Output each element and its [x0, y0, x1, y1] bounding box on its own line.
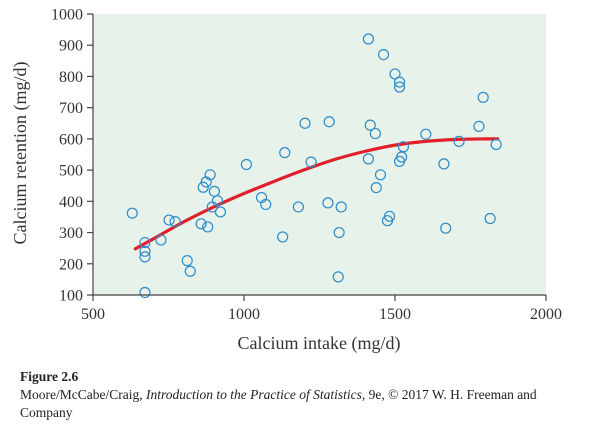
credit-title: Introduction to the Practice of Statisti… [145, 387, 362, 402]
data-point [305, 156, 317, 168]
x-axis-title: Calcium intake (mg/d) [238, 333, 401, 354]
data-point [139, 251, 151, 263]
data-point [477, 91, 489, 103]
data-point [211, 195, 224, 207]
data-point [393, 81, 406, 93]
data-point [374, 169, 387, 181]
y-tick-label: 600 [59, 131, 83, 148]
y-tick-label: 500 [59, 163, 83, 180]
data-point [438, 158, 450, 170]
figure-label: Figure 2.6 [20, 369, 79, 384]
data-point [440, 222, 452, 234]
data-point [139, 236, 151, 249]
data-point [322, 197, 334, 209]
data-point [202, 221, 214, 233]
x-tick-label: 2000 [530, 306, 562, 323]
x-tick-label: 500 [81, 306, 105, 323]
data-point [362, 153, 375, 165]
figure-caption: Figure 2.6 Moore/McCabe/Craig, Introduct… [20, 368, 580, 422]
data-point [420, 128, 432, 140]
data-point [362, 33, 375, 45]
y-tick-label: 700 [59, 100, 83, 117]
data-point [184, 265, 196, 277]
y-tick-label: 1000 [51, 7, 83, 24]
y-tick-label: 200 [59, 256, 83, 273]
data-point [139, 286, 151, 299]
data-point [204, 169, 216, 181]
y-tick-label: 100 [59, 288, 83, 305]
scatter-chart: 100 200 300 400 500 600 700 800 900 1000 500 1000 15… [10, 7, 562, 355]
data-point [332, 271, 344, 283]
data-point [396, 151, 408, 163]
data-point [181, 255, 193, 267]
y-tick-label: 800 [59, 69, 83, 86]
data-point [292, 201, 304, 213]
data-point [139, 245, 151, 257]
data-point [369, 127, 381, 140]
data-point [195, 218, 207, 230]
data-point [377, 48, 390, 61]
x-tick-label: 1000 [228, 306, 260, 323]
data-point [299, 117, 311, 129]
data-point [126, 207, 138, 219]
trend-curve [133, 137, 500, 251]
data-point [260, 198, 272, 211]
data-point [169, 216, 181, 228]
data-point [490, 138, 502, 151]
data-point [383, 210, 396, 222]
data-point [393, 76, 406, 88]
data-point [370, 181, 382, 194]
data-point [277, 231, 289, 243]
data-point [364, 119, 376, 131]
data-point [197, 181, 209, 193]
data-point [453, 135, 465, 147]
plot-background [93, 14, 546, 295]
data-point [484, 212, 496, 225]
data-point [473, 120, 485, 133]
data-point [323, 116, 335, 128]
data-point [240, 158, 253, 171]
data-point [397, 141, 410, 153]
credit-suffix: , 9e, © 2017 W. H. Freeman and Company [20, 387, 537, 420]
data-point [335, 201, 347, 213]
data-point [333, 226, 345, 239]
y-axis-title: Calcium retention (mg/d) [10, 62, 31, 245]
data-point [214, 206, 227, 218]
data-point [279, 147, 291, 159]
data-point [163, 214, 175, 226]
y-tick-label: 300 [59, 225, 83, 242]
credit-prefix: Moore/McCabe/Craig, [20, 387, 146, 402]
y-tick-label: 400 [59, 194, 83, 211]
x-tick-label: 1500 [379, 306, 411, 323]
y-tick-label: 900 [59, 38, 83, 55]
data-point [155, 234, 167, 246]
